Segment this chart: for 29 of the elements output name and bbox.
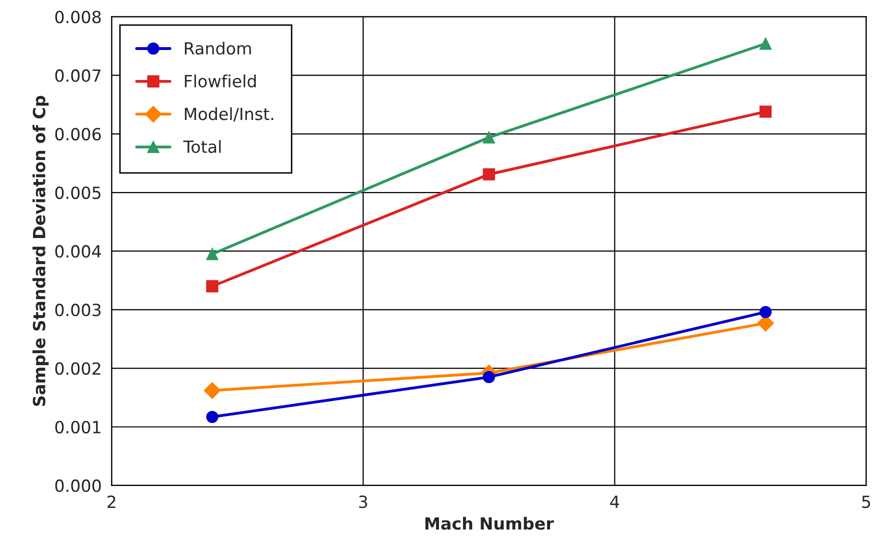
x-tick-label: 4 bbox=[610, 496, 620, 508]
y-tick-label: 0.001 bbox=[55, 420, 100, 434]
y-tick-label: 0.004 bbox=[55, 245, 101, 258]
point bbox=[206, 280, 218, 292]
y-tick-label: 0.006 bbox=[55, 128, 101, 140]
point bbox=[760, 306, 772, 318]
y-tick-label: 0.007 bbox=[55, 69, 100, 82]
legend-label: Model/Inst. bbox=[184, 107, 274, 122]
x-axis-title: Mach Number bbox=[425, 516, 554, 530]
x-tick-label: 5 bbox=[862, 496, 870, 508]
point bbox=[760, 38, 772, 50]
y-tick-label: 0.005 bbox=[55, 186, 100, 200]
y-tick-label: 0.000 bbox=[55, 479, 101, 492]
legend-label: Random bbox=[184, 42, 251, 55]
point bbox=[204, 382, 221, 399]
point bbox=[760, 106, 772, 118]
point bbox=[482, 131, 495, 144]
y-axis-title: Sample Standard Deviation of Cp bbox=[32, 96, 49, 406]
point bbox=[482, 370, 495, 384]
point bbox=[482, 168, 495, 180]
y-tick-label: 0.008 bbox=[55, 10, 101, 24]
point bbox=[206, 248, 218, 260]
point bbox=[206, 410, 218, 423]
y-tick-label: 0.003 bbox=[55, 304, 101, 316]
legend-label: Flowfield bbox=[184, 74, 256, 88]
x-tick-label: 3 bbox=[359, 495, 368, 508]
x-tick-label: 2 bbox=[108, 495, 116, 508]
legend-label: Total bbox=[183, 140, 221, 154]
y-tick-label: 0.002 bbox=[55, 362, 100, 375]
